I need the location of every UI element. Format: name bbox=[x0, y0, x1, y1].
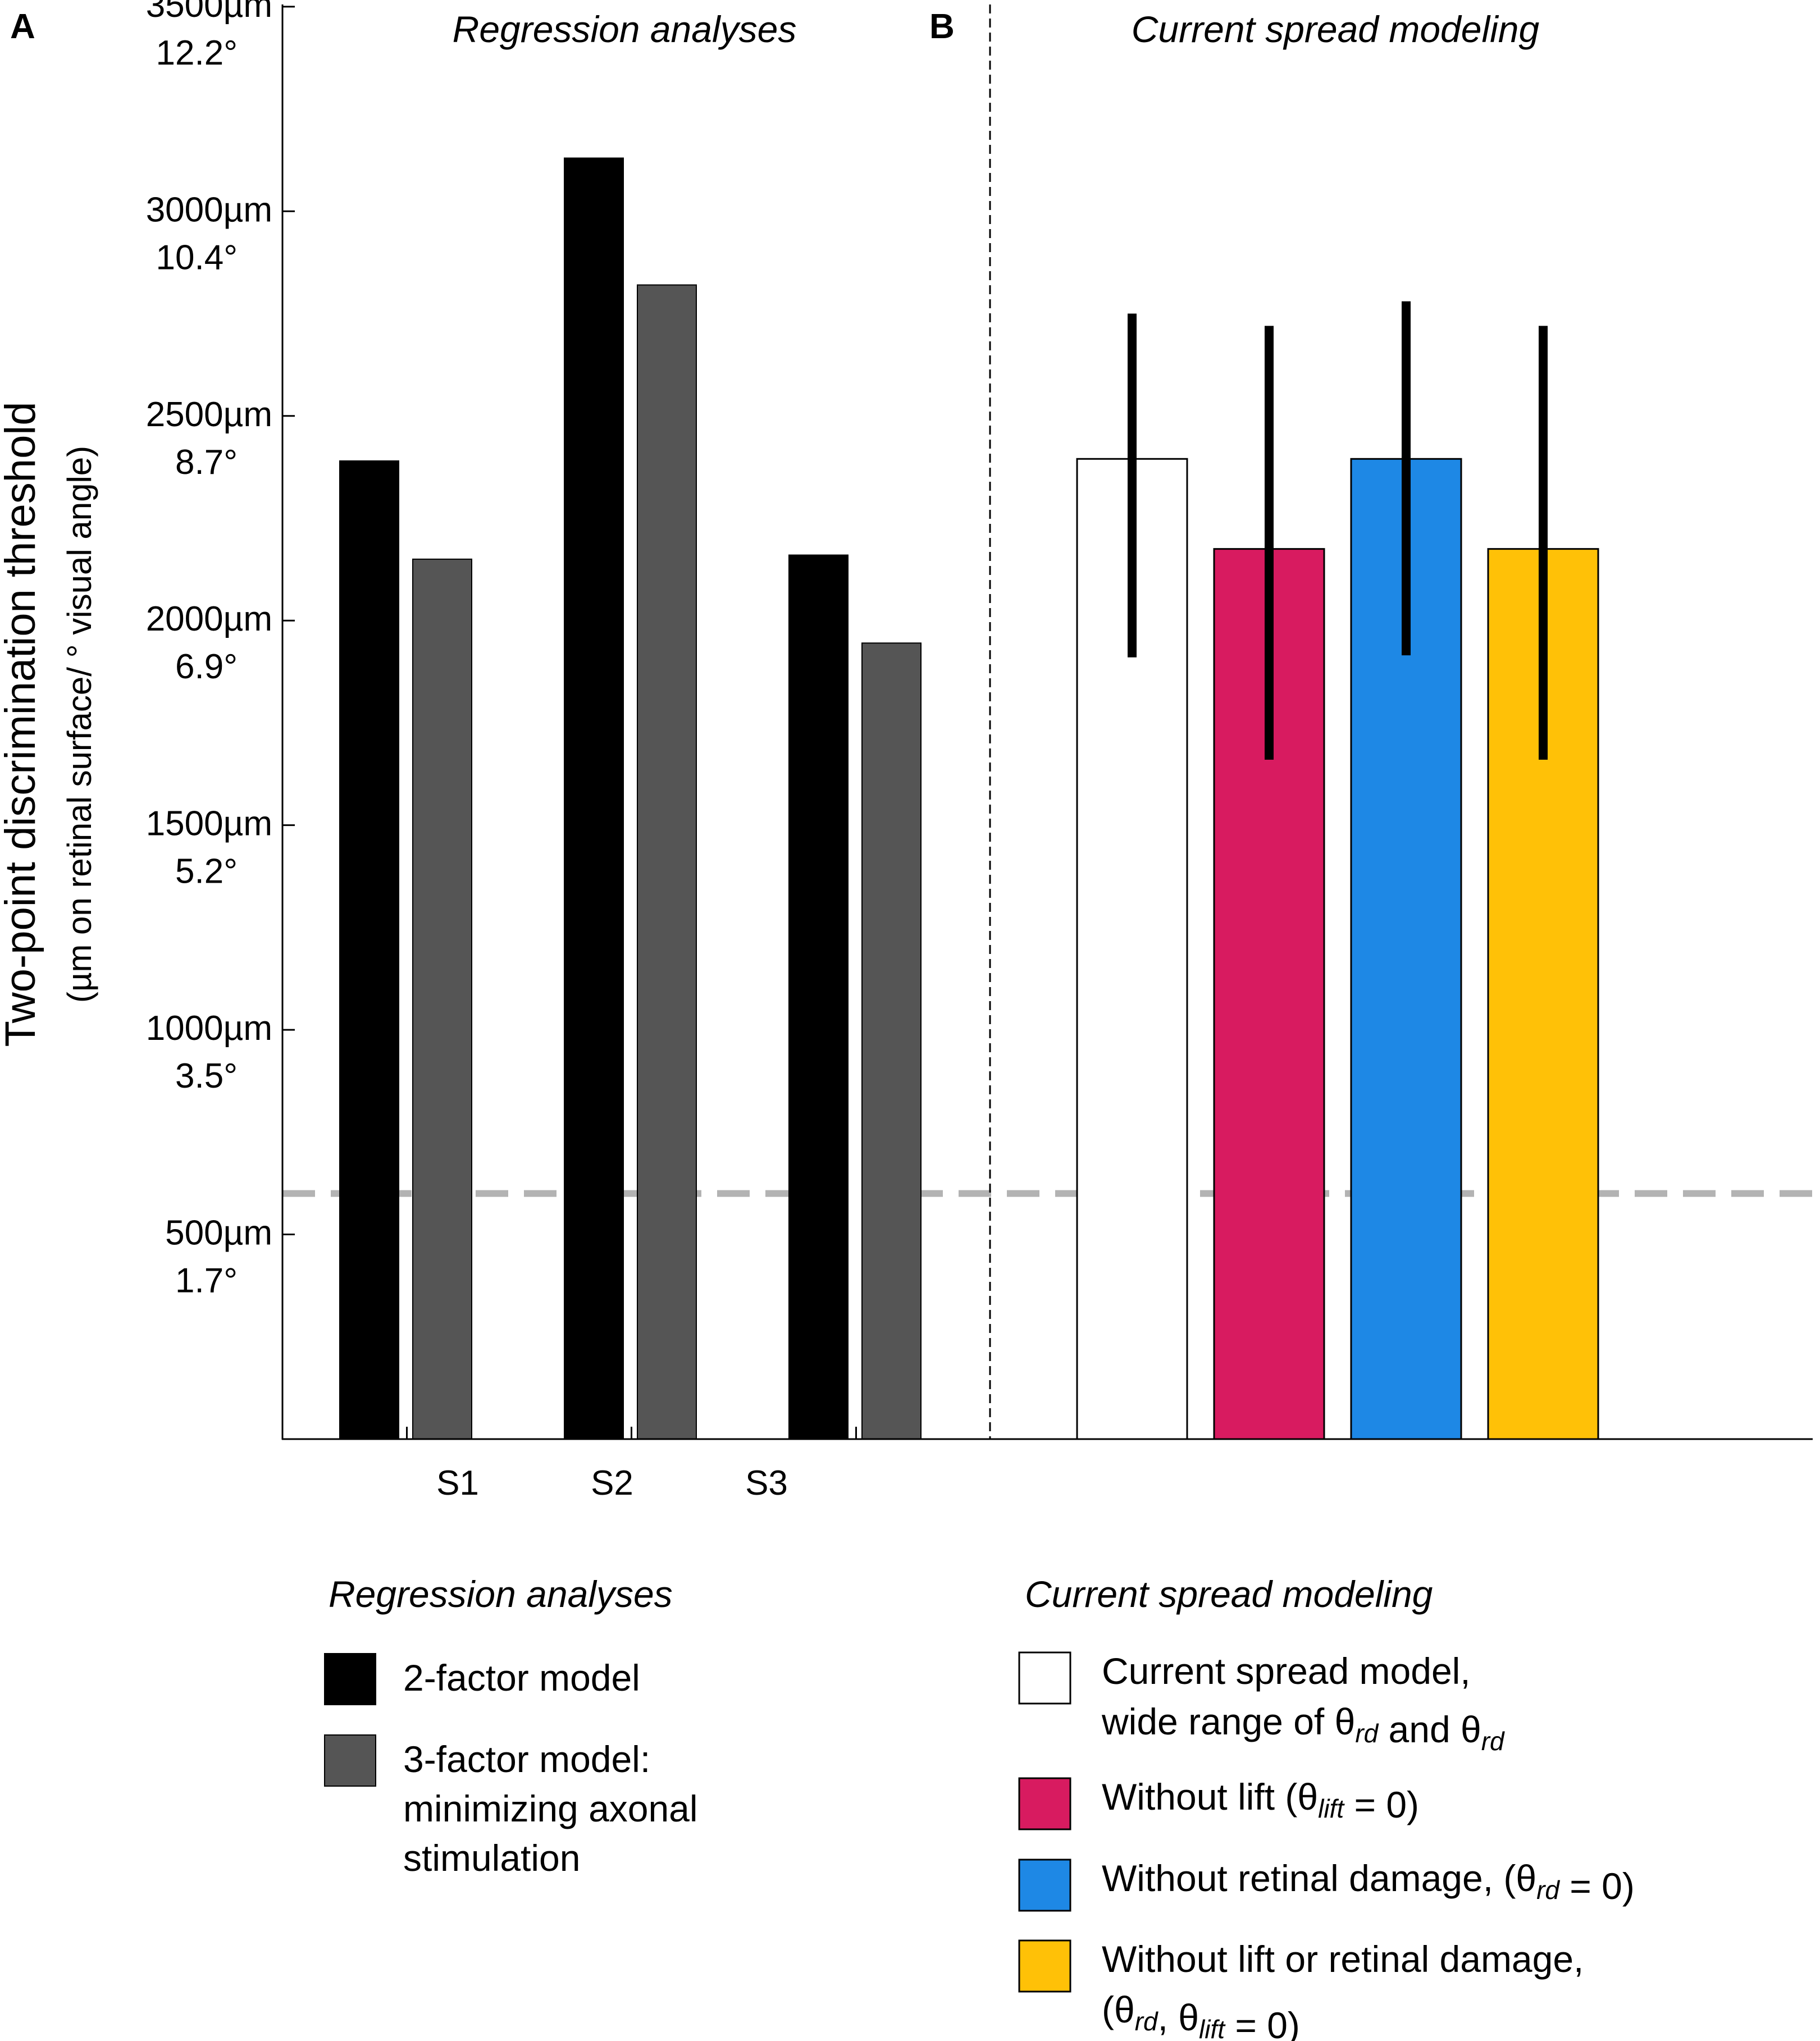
x-tick-label-s3: S3 bbox=[745, 1464, 788, 1503]
bar-s3-three-factor bbox=[861, 642, 922, 1440]
legend-swatch-model-4 bbox=[1018, 1939, 1071, 1993]
label-text: Without lift or retinal damage, bbox=[1102, 1938, 1584, 1980]
axes-layer bbox=[281, 4, 1813, 1440]
y-tick-label-deg-1000: 3.5° bbox=[175, 1057, 238, 1095]
panel-a-letter: A bbox=[10, 7, 35, 46]
legend-label-model-2-line-1: Without lift (θlift = 0) bbox=[1102, 1776, 1419, 1825]
panel-a-title: Regression analyses bbox=[453, 8, 797, 50]
y-tick-label-um-500: 500µm bbox=[165, 1214, 272, 1253]
subscript: rd bbox=[1481, 1727, 1505, 1756]
legend-regression-title: Regression analyses bbox=[329, 1573, 673, 1615]
x-tick-label-s1: S1 bbox=[436, 1464, 479, 1503]
x-tick-label-s2: S2 bbox=[591, 1464, 633, 1503]
label-text: wide range of θ bbox=[1101, 1701, 1355, 1742]
legend-label-model-3-line-1: Without retinal damage, (θrd = 0) bbox=[1102, 1857, 1635, 1907]
y-tick-label-um-3500: 3500µm bbox=[146, 0, 272, 25]
legend: Regression analyses Current spread model… bbox=[324, 1573, 1635, 2041]
subscript: lift bbox=[1318, 1794, 1345, 1823]
y-tick-label-deg-2500: 8.7° bbox=[175, 443, 238, 482]
labels-layer: A B Regression analyses Current spread m… bbox=[0, 0, 1539, 1503]
bar-s1-two-factor bbox=[339, 460, 399, 1440]
legend-label-model-4-line-1: Without lift or retinal damage, bbox=[1102, 1938, 1584, 1980]
subscript: rd bbox=[1536, 1875, 1560, 1905]
y-tick-label-um-1000: 1000µm bbox=[146, 1009, 272, 1048]
label-text: Without retinal damage, (θ bbox=[1102, 1857, 1536, 1899]
bar-s2-three-factor bbox=[637, 284, 697, 1440]
y-tick-label-deg-3000: 10.4° bbox=[156, 238, 238, 277]
legend-label-regression-2-line-2: minimizing axonal bbox=[403, 1788, 698, 1829]
panel-b-title: Current spread modeling bbox=[1132, 8, 1540, 50]
label-text: Current spread model, bbox=[1102, 1650, 1471, 1692]
y-axis-subtitle: (µm on retinal surface/ ° visual angle) bbox=[61, 446, 98, 1003]
panel-b-letter: B bbox=[929, 7, 955, 46]
y-tick-label-deg-3500: 12.2° bbox=[156, 34, 238, 72]
label-text: Without lift (θ bbox=[1102, 1776, 1318, 1818]
legend-swatch-model-1 bbox=[1018, 1651, 1071, 1705]
label-text: , θ bbox=[1158, 1997, 1199, 2038]
y-tick-label-um-2500: 2500µm bbox=[146, 395, 272, 434]
label-text: = 0) bbox=[1344, 1784, 1419, 1825]
label-text: (θ bbox=[1102, 1989, 1135, 2030]
legend-label-model-1-line-2: wide range of θrd and θrd bbox=[1101, 1701, 1505, 1756]
bar-s1-three-factor bbox=[412, 558, 472, 1440]
bars-layer bbox=[339, 157, 1599, 1440]
bar-s2-two-factor bbox=[564, 157, 624, 1440]
legend-swatch-model-3 bbox=[1018, 1859, 1071, 1912]
subscript: lift bbox=[1199, 2015, 1226, 2041]
subscript: rd bbox=[1355, 1719, 1379, 1748]
y-tick-label-deg-1500: 5.2° bbox=[175, 852, 238, 891]
y-tick-label-um-1500: 1500µm bbox=[146, 805, 272, 843]
label-text: = 0) bbox=[1225, 2005, 1300, 2041]
legend-modeling-title: Current spread modeling bbox=[1025, 1573, 1433, 1615]
subscript: rd bbox=[1135, 2007, 1158, 2036]
legend-label-model-4-line-2: (θrd, θlift = 0) bbox=[1102, 1989, 1300, 2041]
legend-swatch-regression-1 bbox=[324, 1653, 376, 1705]
legend-label-regression-1-line-1: 2-factor model bbox=[403, 1657, 640, 1698]
y-axis-title: Two-point discrimination threshold bbox=[0, 402, 44, 1047]
label-text: and θ bbox=[1378, 1709, 1481, 1750]
bar-s3-two-factor bbox=[788, 554, 849, 1440]
y-tick-label-deg-2000: 6.9° bbox=[175, 647, 238, 686]
legend-swatch-regression-2 bbox=[324, 1734, 376, 1787]
legend-label-regression-2-line-1: 3-factor model: bbox=[403, 1738, 650, 1780]
y-tick-label-um-3000: 3000µm bbox=[146, 190, 272, 229]
label-text: = 0) bbox=[1559, 1865, 1635, 1907]
legend-label-regression-2-line-3: stimulation bbox=[403, 1837, 580, 1879]
y-tick-label-deg-500: 1.7° bbox=[175, 1262, 238, 1300]
legend-swatch-model-2 bbox=[1018, 1777, 1071, 1830]
y-tick-label-um-2000: 2000µm bbox=[146, 600, 272, 638]
legend-label-model-1-line-1: Current spread model, bbox=[1102, 1650, 1471, 1692]
